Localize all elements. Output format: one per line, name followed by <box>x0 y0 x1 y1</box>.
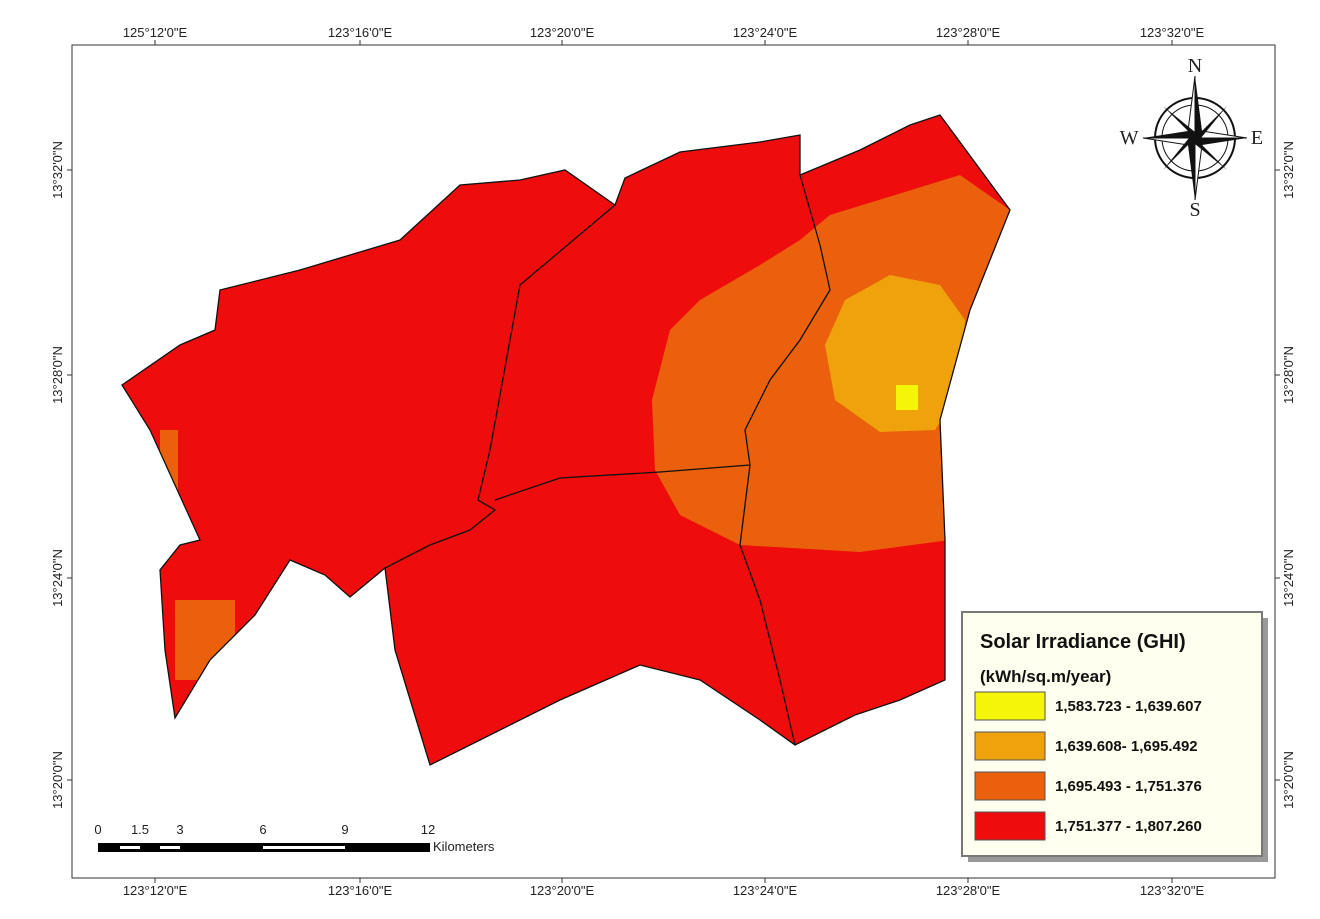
boundaries <box>121 114 1011 766</box>
scale-unit: Kilometers <box>433 839 495 854</box>
scale-label: 3 <box>176 822 183 837</box>
top-tick-label: 123°20'0"E <box>530 25 595 40</box>
right-tick-label: 13°32'0"N <box>1281 141 1296 199</box>
right-tick-label: 13°20'0"N <box>1281 751 1296 809</box>
legend-swatch <box>974 771 1046 801</box>
legend-label: 1,695.493 - 1,751.376 <box>1055 778 1202 795</box>
legend-label: 1,751.377 - 1,807.260 <box>1055 818 1202 835</box>
left-tick-label: 13°24'0"N <box>50 549 65 607</box>
legend-label: 1,639.608- 1,695.492 <box>1055 738 1198 755</box>
scale-bar: Kilometers 0 1.5 3 6 9 12 <box>94 822 495 854</box>
top-tick-label: 125°12'0"E <box>123 25 188 40</box>
bottom-tick-label: 123°12'0"E <box>123 883 188 898</box>
left-tick-label: 13°32'0"N <box>50 141 65 199</box>
legend-unit: (kWh/sq.m/year) <box>980 667 1111 686</box>
legend-swatch <box>974 691 1046 721</box>
bottom-tick-label: 123°32'0"E <box>1140 883 1205 898</box>
bottom-tick-label: 123°28'0"E <box>936 883 1001 898</box>
compass-n: N <box>1188 55 1202 77</box>
bottom-tick-label: 123°20'0"E <box>530 883 595 898</box>
bottom-tick-label: 123°16'0"E <box>328 883 393 898</box>
bottom-tick-label: 123°24'0"E <box>733 883 798 898</box>
scale-label: 9 <box>341 822 348 837</box>
top-tick-label: 123°32'0"E <box>1140 25 1205 40</box>
left-tick-label: 13°28'0"N <box>50 346 65 404</box>
scale-label: 12 <box>421 822 435 837</box>
top-tick-label: 123°24'0"E <box>733 25 798 40</box>
north-arrow: N S E W <box>1120 55 1264 221</box>
legend-swatch <box>974 811 1046 841</box>
legend-title: Solar Irradiance (GHI) <box>980 631 1186 653</box>
compass-w: W <box>1120 127 1139 149</box>
scale-label: 1.5 <box>131 822 149 837</box>
top-tick-label: 123°16'0"E <box>328 25 393 40</box>
top-tick-label: 123°28'0"E <box>936 25 1001 40</box>
left-tick-label: 13°20'0"N <box>50 751 65 809</box>
class-area <box>896 385 918 410</box>
class-area <box>825 275 965 432</box>
compass-s: S <box>1189 199 1200 221</box>
legend: Solar Irradiance (GHI) (kWh/sq.m/year) 1… <box>961 611 1268 862</box>
legend-label: 1,583.723 - 1,639.607 <box>1055 698 1202 715</box>
scale-label: 0 <box>94 822 101 837</box>
compass-e: E <box>1251 127 1263 149</box>
right-tick-label: 13°28'0"N <box>1281 346 1296 404</box>
legend-swatch <box>974 731 1046 761</box>
right-tick-label: 13°24'0"N <box>1281 549 1296 607</box>
scale-label: 6 <box>259 822 266 837</box>
